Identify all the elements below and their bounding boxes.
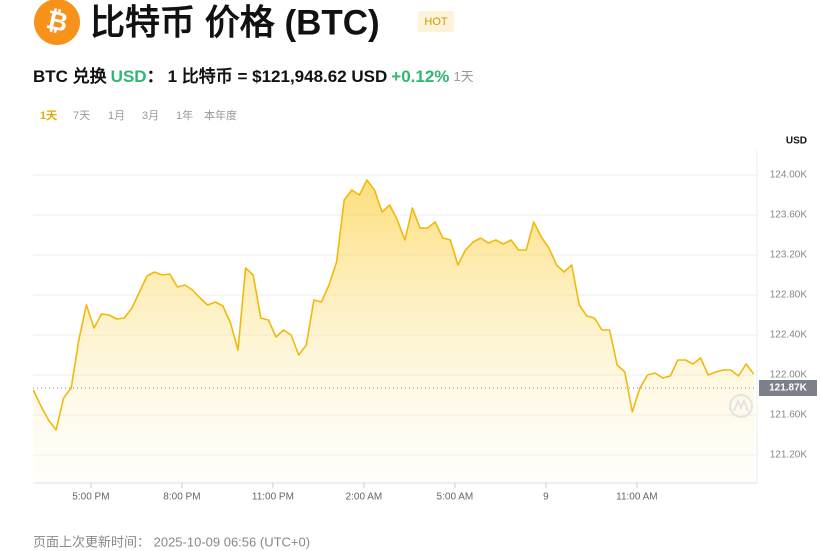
tabs: 1天 7天 1月 3月 1年 本年度	[40, 108, 237, 122]
y-tick-label: 122.00K	[770, 370, 808, 381]
footer: 页面上次更新时间： 2025-10-09 06:56 (UTC+0)	[33, 534, 310, 549]
price-line	[32, 179, 755, 431]
converter-colon: ：	[147, 67, 164, 86]
x-tick-label: 8:00 PM	[163, 492, 200, 503]
logo-circle	[34, 0, 80, 45]
area-fill	[33, 180, 754, 483]
y-tick-label: 121.60K	[770, 410, 808, 421]
y-tick-label: 122.40K	[770, 330, 808, 341]
converter-quote: USD	[111, 67, 147, 86]
current-price-label: 121.87K	[769, 383, 808, 394]
converter-change: +0.12%	[391, 67, 449, 86]
tab[interactable]: 3月	[142, 110, 159, 122]
y-tick-label: 123.20K	[770, 250, 808, 261]
x-tick-label: 9	[543, 492, 549, 503]
converter-period: 1天	[453, 69, 473, 84]
y-unit: USD	[786, 136, 807, 147]
plot: USD 121.20K 121.60K 122.00K 122.40K 122.80K 12…	[32, 136, 817, 503]
x-tick-label: 5:00 AM	[437, 492, 474, 503]
x-tick-label: 11:00 AM	[616, 492, 658, 503]
converter: BTC 兑换 USD： 1 比特币 = $121,948.62 USD +0.12% 1…	[33, 66, 474, 86]
converter-base: BTC 兑换	[33, 66, 108, 86]
tab[interactable]: 本年度	[204, 108, 237, 122]
page-title: 比特币 价格 (BTC)	[90, 3, 380, 42]
tab[interactable]: 1天	[40, 109, 58, 122]
y-tick-label: 122.80K	[770, 290, 808, 301]
x-tick-label: 11:00 PM	[252, 492, 294, 503]
hot-badge: HOT	[424, 16, 448, 28]
converter-rate: 1 比特币 = $121,948.62 USD	[168, 66, 388, 86]
hot-badge-bg	[418, 11, 454, 32]
tab[interactable]: 7天	[73, 110, 90, 122]
x-tick-label: 5:00 PM	[72, 492, 109, 503]
x-tick-label: 2:00 AM	[346, 492, 383, 503]
y-tick-label: 121.20K	[770, 450, 808, 461]
tab[interactable]: 1月	[108, 110, 125, 122]
watermark	[729, 394, 753, 418]
y-tick-label: 124.00K	[770, 170, 808, 181]
watermark-mark	[733, 398, 749, 412]
y-tick-label: 123.60K	[770, 210, 808, 221]
tab[interactable]: 1年	[176, 108, 193, 122]
current-price-box	[759, 380, 817, 396]
